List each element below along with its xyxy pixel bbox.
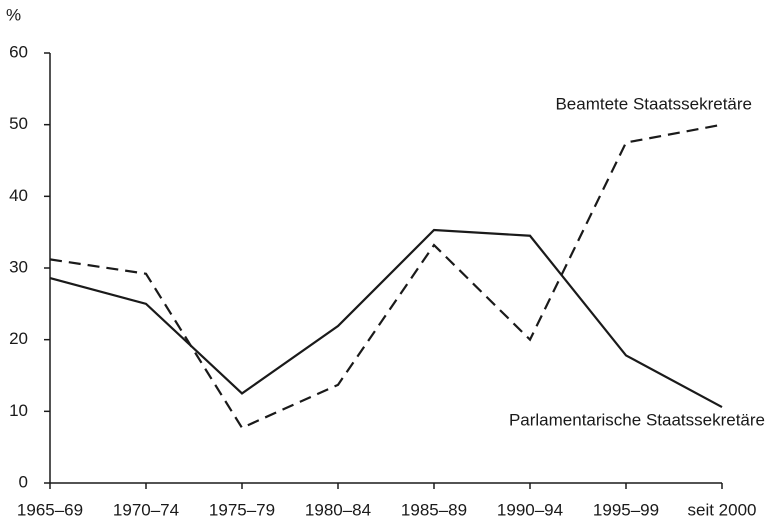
x-tick-label: 1980–84 bbox=[305, 500, 371, 519]
x-tick-label: seit 2000 bbox=[688, 500, 757, 519]
series-label: Beamtete Staatssekretäre bbox=[555, 94, 752, 113]
x-tick-label: 1975–79 bbox=[209, 500, 275, 519]
y-axis-unit: % bbox=[6, 5, 21, 24]
y-tick-label: 40 bbox=[9, 186, 28, 205]
x-tick-label: 1990–94 bbox=[497, 500, 563, 519]
x-tick-label: 1970–74 bbox=[113, 500, 179, 519]
series-line bbox=[49, 228, 723, 409]
y-tick-label: 30 bbox=[9, 257, 28, 276]
y-tick-label: 50 bbox=[9, 114, 28, 133]
series-line bbox=[49, 123, 723, 430]
y-tick-label: 60 bbox=[9, 42, 28, 61]
y-tick-label: 20 bbox=[9, 329, 28, 348]
series-label: Parlamentarische Staatssekretäre bbox=[509, 410, 765, 429]
y-tick-label: 10 bbox=[9, 401, 28, 420]
y-tick-label: 0 bbox=[19, 472, 28, 491]
x-tick-label: 1995–99 bbox=[593, 500, 659, 519]
x-tick-label: 1985–89 bbox=[401, 500, 467, 519]
x-tick-label: 1965–69 bbox=[17, 500, 83, 519]
